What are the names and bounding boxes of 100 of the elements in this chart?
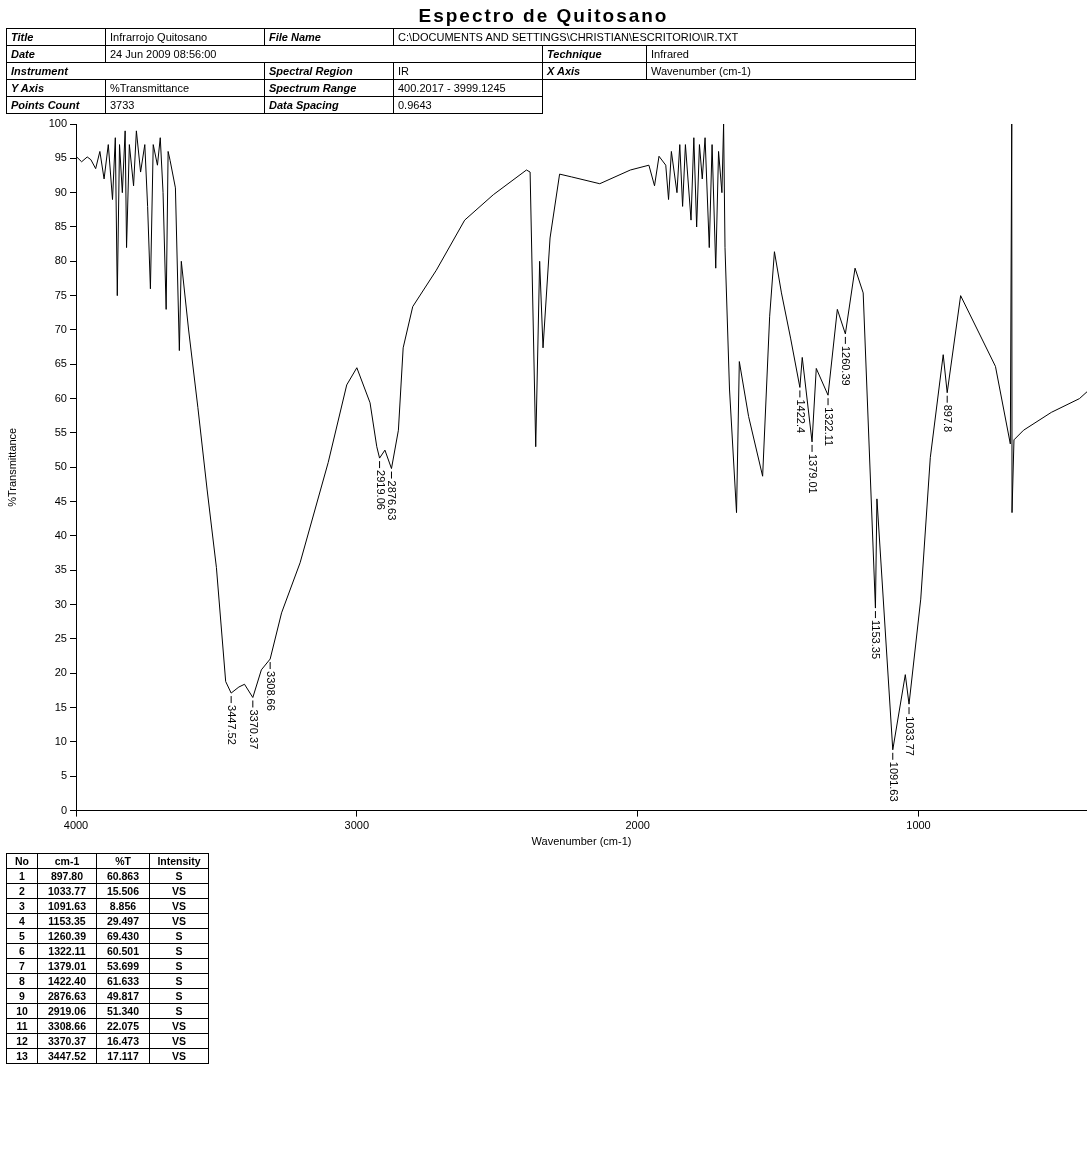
annotation: 2876.63 bbox=[386, 480, 399, 521]
text: Spectral Region bbox=[264, 62, 394, 80]
text: No bbox=[6, 853, 38, 869]
y-tick-label: 75 bbox=[54, 288, 67, 301]
y-tick-label: 0 bbox=[60, 803, 67, 816]
text: C:\DOCUMENTS AND SETTINGS\CHRISTIAN\ESCRITORIO\IR.TXT bbox=[393, 28, 916, 46]
text: 49.817 bbox=[96, 988, 150, 1004]
annotation: 1260.39 bbox=[840, 345, 853, 386]
text: 1260.39 bbox=[37, 928, 97, 944]
text: S bbox=[149, 973, 209, 989]
text: File Name bbox=[264, 28, 394, 46]
text: VS bbox=[149, 898, 209, 914]
y-tick-label: 55 bbox=[54, 426, 67, 438]
annotation: 2919.06 bbox=[374, 470, 387, 510]
text: 2919.06 bbox=[37, 1003, 97, 1019]
text: 69.430 bbox=[96, 928, 150, 944]
annotation: 1322.11 bbox=[823, 407, 836, 447]
y-tick-label: 10 bbox=[54, 734, 67, 747]
text: VS bbox=[149, 883, 209, 899]
text: 8 bbox=[6, 973, 38, 989]
x-tick-label: 1000 bbox=[906, 819, 931, 832]
text: 29.497 bbox=[96, 913, 150, 929]
y-tick-label: 90 bbox=[54, 185, 67, 198]
text: X Axis bbox=[542, 62, 647, 80]
y-tick-label: 40 bbox=[54, 528, 67, 541]
text: cm-1 bbox=[37, 853, 97, 869]
text: S bbox=[149, 928, 209, 944]
text: S bbox=[149, 988, 209, 1004]
text: 3447.52 bbox=[37, 1048, 97, 1064]
text: VS bbox=[149, 1018, 209, 1034]
text: 11 bbox=[6, 1018, 38, 1034]
text: Data Spacing bbox=[264, 96, 394, 114]
text: VS bbox=[149, 1048, 209, 1064]
text: VS bbox=[149, 1033, 209, 1049]
text: %T bbox=[96, 853, 150, 869]
annotation: 1091.63 bbox=[887, 761, 900, 802]
text: 13 bbox=[6, 1048, 38, 1064]
text: Points Count bbox=[6, 96, 106, 114]
text: Intensity bbox=[149, 853, 209, 869]
text: 1091.63 bbox=[37, 898, 97, 914]
text: 9 bbox=[6, 988, 38, 1004]
text: 4 bbox=[6, 913, 38, 929]
text: 7 bbox=[6, 958, 38, 974]
text: 1153.35 bbox=[37, 913, 97, 929]
y-axis-title: %Transmittance bbox=[5, 427, 18, 507]
text: Instrument bbox=[6, 62, 265, 80]
text: S bbox=[149, 943, 209, 959]
y-tick-label: 25 bbox=[54, 631, 67, 644]
annotation: 1379.01 bbox=[807, 453, 820, 494]
text: 51.340 bbox=[96, 1003, 150, 1019]
annotation: 3308.66 bbox=[265, 671, 278, 711]
text: 6 bbox=[6, 943, 38, 959]
x-axis-title: Wavenumber (cm-1) bbox=[531, 835, 632, 848]
text: 2876.63 bbox=[37, 988, 97, 1004]
chart-title: Espectro de Quitosano bbox=[417, 4, 670, 28]
text: 60.863 bbox=[96, 868, 150, 884]
text: 0.9643 bbox=[393, 96, 543, 114]
text: Date bbox=[6, 45, 106, 63]
text: Infrared bbox=[646, 45, 916, 63]
text: IR bbox=[393, 62, 543, 80]
text: Y Axis bbox=[6, 79, 106, 97]
text: 2 bbox=[6, 883, 38, 899]
text: 60.501 bbox=[96, 943, 150, 959]
y-tick-label: 70 bbox=[54, 323, 67, 336]
text: 400.2017 - 3999.1245 bbox=[393, 79, 543, 97]
text: 3308.66 bbox=[37, 1018, 97, 1034]
y-tick-label: 5 bbox=[60, 769, 67, 782]
text: 3370.37 bbox=[37, 1033, 97, 1049]
text: 5 bbox=[6, 928, 38, 944]
annotation: 1422.4 bbox=[794, 399, 807, 434]
x-tick-label: 2000 bbox=[625, 819, 650, 832]
text: 22.075 bbox=[96, 1018, 150, 1034]
text: 12 bbox=[6, 1033, 38, 1049]
text: Infrarrojo Quitosano bbox=[105, 28, 265, 46]
y-tick-label: 20 bbox=[54, 666, 67, 679]
annotation: 3447.52 bbox=[226, 705, 239, 745]
text: 17.117 bbox=[96, 1048, 150, 1064]
text: S bbox=[149, 868, 209, 884]
x-tick-label: 4000 bbox=[63, 819, 89, 832]
y-tick-label: 50 bbox=[54, 460, 67, 473]
text: 53.699 bbox=[96, 958, 150, 974]
text: 3733 bbox=[105, 96, 265, 114]
text: 10 bbox=[6, 1003, 38, 1019]
y-tick-label: 35 bbox=[54, 563, 67, 576]
text: 61.633 bbox=[96, 973, 150, 989]
annotation: 3370.37 bbox=[247, 709, 260, 750]
text: 3 bbox=[6, 898, 38, 914]
annotation: 897.8 bbox=[942, 404, 955, 433]
text: 16.473 bbox=[96, 1033, 150, 1049]
annotation: 1153.35 bbox=[870, 620, 883, 660]
text: %Transmittance bbox=[105, 79, 265, 97]
text: Technique bbox=[542, 45, 647, 63]
text: 1322.11 bbox=[37, 943, 97, 959]
x-tick-label: 3000 bbox=[344, 819, 370, 832]
text: Spectrum Range bbox=[264, 79, 394, 97]
y-tick-label: 45 bbox=[54, 494, 67, 507]
text: 897.80 bbox=[37, 868, 97, 884]
y-tick-label: 15 bbox=[54, 700, 67, 713]
text: Title bbox=[6, 28, 106, 46]
y-tick-label: 85 bbox=[54, 220, 67, 233]
